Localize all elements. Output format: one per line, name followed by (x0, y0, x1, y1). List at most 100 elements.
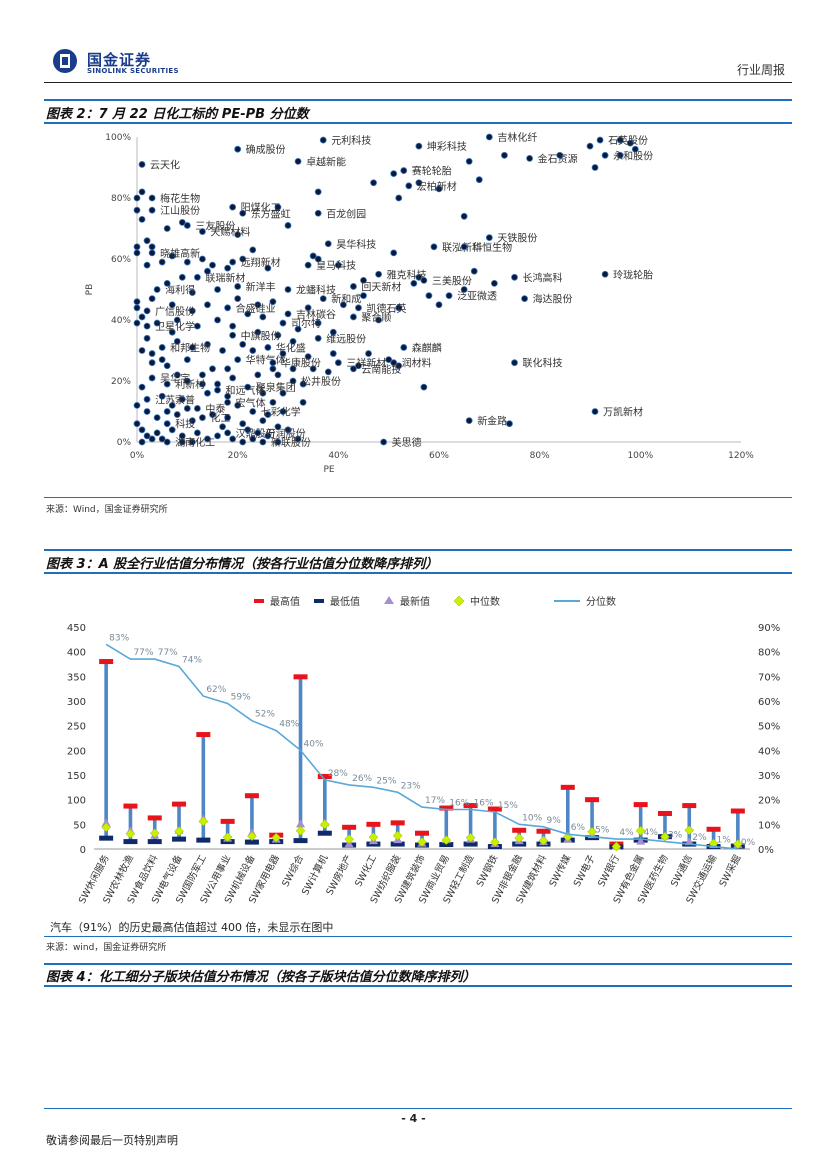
legend-label-max: 最高值 (270, 595, 300, 608)
scatter-point (143, 408, 151, 415)
scatter-point-label: 新和成 (331, 293, 361, 306)
max-marker (633, 802, 648, 808)
scatter-point (631, 145, 639, 153)
scatter-point (183, 405, 191, 412)
scatter-point (279, 350, 287, 357)
scatter-point-label: 万润股份 (266, 427, 306, 440)
category-label: SW化工 (352, 852, 379, 888)
bar-left-tick: 300 (67, 697, 86, 708)
bar-marks: SW休闲服务SW农林牧渔SW食品饮料SW电气设备SW国防军工SW公用事业SW机械… (76, 633, 755, 905)
scatter-point (556, 151, 564, 159)
scatter-point-label: 和远气体 (226, 384, 266, 397)
category-label: SW通信 (668, 853, 695, 889)
scatter-point (294, 325, 302, 333)
scatter-point-label: 东方盛虹 (251, 207, 291, 220)
scatter-y-tick: 40% (111, 316, 131, 326)
scatter-point (204, 389, 211, 397)
scatter-point-label: 长鸿高科 (523, 271, 563, 284)
scatter-point-label: 广信股份 (155, 306, 195, 318)
scatter-y-tick: 0% (117, 438, 132, 448)
category-label: SW传媒 (547, 852, 574, 888)
range-bar (736, 811, 740, 847)
fig4-title-rule (44, 985, 792, 987)
scatter-point (168, 301, 176, 309)
scatter-point (390, 170, 398, 177)
scatter-point (304, 353, 312, 361)
median-marker (368, 832, 379, 843)
median-marker (392, 830, 403, 841)
scatter-point (264, 432, 272, 440)
max-marker (196, 732, 211, 738)
scatter-point (415, 142, 423, 150)
legend-label-percentile: 分位数 (586, 595, 616, 608)
scatter-point-label: 皇马科技 (316, 259, 356, 272)
scatter-point-label: 维远股份 (326, 332, 366, 345)
scatter-y-tick: 100% (105, 133, 131, 143)
median-marker (344, 834, 354, 844)
range-bar (638, 804, 643, 841)
scatter-point (143, 237, 151, 245)
bar-right-tick: 60% (758, 697, 780, 708)
bar-right-tick: 80% (758, 648, 780, 659)
page-number: - 4 - (401, 1112, 426, 1125)
scatter-point (209, 261, 216, 269)
median-marker (465, 832, 476, 843)
fig3-source: 来源：wind，国金证券研究所 (46, 943, 167, 953)
scatter-point (153, 429, 161, 437)
scatter-point (334, 261, 342, 269)
scatter-point (264, 264, 272, 272)
max-marker (317, 773, 332, 779)
scatter-point (163, 420, 171, 428)
percentile-line (105, 643, 738, 850)
percentile-label: 17% (425, 796, 445, 806)
scatter-point-label: 江山股份 (160, 205, 200, 217)
scatter-point (229, 435, 237, 443)
scatter-point (224, 304, 232, 312)
scatter-point (254, 429, 262, 437)
scatter-point (158, 435, 166, 443)
percentile-label: 52% (255, 710, 275, 720)
header-divider (44, 82, 792, 83)
min-marker (317, 830, 332, 836)
category-label: SW综合 (279, 852, 306, 888)
scatter-point-label: 三友股份 (195, 219, 235, 232)
scatter-point (188, 307, 196, 315)
scatter-point (319, 136, 327, 144)
range-bar (663, 813, 667, 837)
scatter-point (153, 286, 161, 293)
footer-disclaimer: 敬请参阅最后一页特别声明 (46, 1134, 178, 1147)
scatter-point (138, 188, 146, 196)
scatter-point (163, 438, 171, 446)
scatter-point (234, 283, 242, 290)
scatter-point (254, 328, 262, 336)
bar-right-tick: 20% (758, 796, 780, 807)
scatter-point (526, 154, 534, 162)
scatter-point (264, 344, 272, 351)
scatter-point (470, 267, 478, 275)
scatter-point (214, 380, 221, 388)
median-marker (174, 826, 184, 837)
scatter-point-label: 新金路 (477, 415, 507, 428)
scatter-point-label: 聚泉集团 (256, 381, 296, 394)
scatter-x-tick: 80% (530, 451, 550, 461)
scatter-point (183, 356, 191, 364)
scatter-point-label: 梅花生物 (160, 192, 200, 205)
bar-right-tick: 70% (758, 672, 780, 683)
max-marker (220, 818, 235, 824)
scatter-point-label: 吉林碳谷 (296, 308, 336, 321)
scatter-point-label: 元利科技 (331, 134, 371, 147)
scatter-point (304, 261, 312, 269)
min-marker (196, 837, 211, 843)
scatter-point (193, 273, 201, 281)
scatter-point (601, 270, 609, 278)
max-marker (730, 808, 745, 814)
range-bar (225, 821, 230, 842)
percentile-label: 40% (304, 739, 324, 749)
scatter-point (269, 365, 277, 373)
fig2-title-rule (44, 122, 792, 124)
scatter-point-label: 美思德 (392, 436, 422, 449)
scatter-point-label: 华特气体 (246, 354, 286, 367)
max-marker (415, 830, 429, 836)
scatter-point (199, 414, 206, 422)
